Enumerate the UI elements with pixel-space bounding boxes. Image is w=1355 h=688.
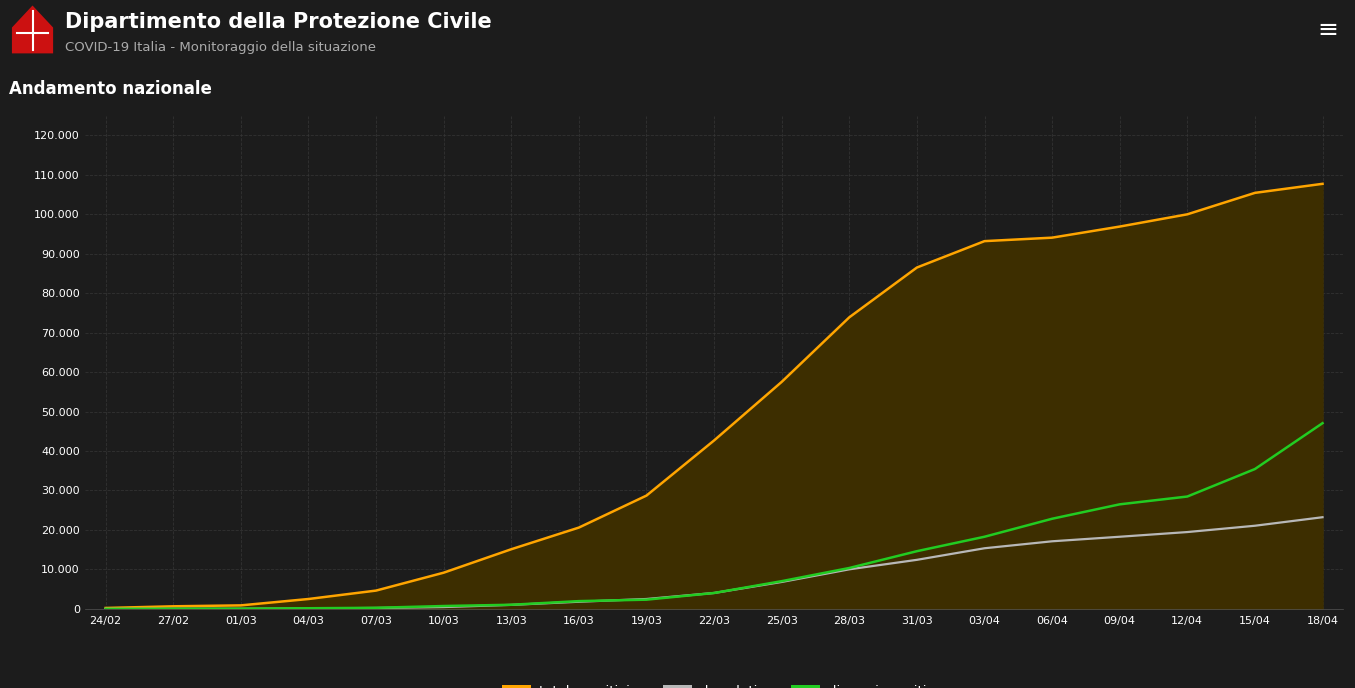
Polygon shape [12, 6, 53, 54]
Legend: totale positivi, deceduti, dimessi guariti: totale positivi, deceduti, dimessi guari… [501, 685, 927, 688]
Text: COVID-19 Italia - Monitoraggio della situazione: COVID-19 Italia - Monitoraggio della sit… [65, 41, 377, 54]
Text: Andamento nazionale: Andamento nazionale [9, 80, 213, 98]
Text: ≡: ≡ [1318, 19, 1339, 42]
Text: Dipartimento della Protezione Civile: Dipartimento della Protezione Civile [65, 12, 492, 32]
